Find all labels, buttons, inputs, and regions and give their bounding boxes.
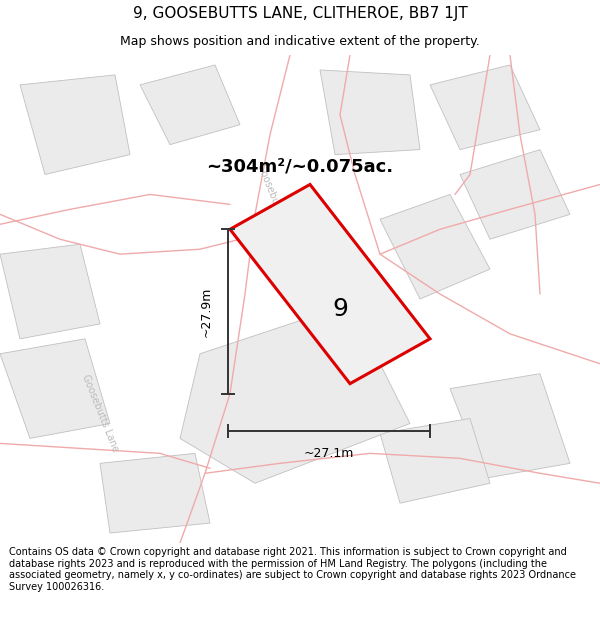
Text: Contains OS data © Crown copyright and database right 2021. This information is : Contains OS data © Crown copyright and d…	[9, 547, 576, 592]
Polygon shape	[140, 65, 240, 144]
Polygon shape	[430, 65, 540, 149]
Polygon shape	[320, 70, 420, 154]
Text: 9, GOOSEBUTTS LANE, CLITHEROE, BB7 1JT: 9, GOOSEBUTTS LANE, CLITHEROE, BB7 1JT	[133, 6, 467, 21]
Polygon shape	[20, 75, 130, 174]
Text: Goosebutts Lane: Goosebutts Lane	[80, 373, 120, 454]
Text: ~27.1m: ~27.1m	[304, 447, 354, 460]
Polygon shape	[460, 149, 570, 239]
Polygon shape	[180, 304, 410, 483]
Text: Map shows position and indicative extent of the property.: Map shows position and indicative extent…	[120, 35, 480, 48]
Text: 9: 9	[332, 297, 348, 321]
Polygon shape	[0, 244, 100, 339]
Text: Goosebutts Lane: Goosebutts Lane	[255, 162, 295, 242]
Polygon shape	[450, 374, 570, 478]
Text: ~304m²/~0.075ac.: ~304m²/~0.075ac.	[206, 158, 394, 176]
Polygon shape	[380, 194, 490, 299]
Polygon shape	[0, 339, 110, 438]
Polygon shape	[100, 453, 210, 533]
Polygon shape	[230, 184, 430, 384]
Polygon shape	[380, 419, 490, 503]
Text: ~27.9m: ~27.9m	[199, 286, 212, 337]
